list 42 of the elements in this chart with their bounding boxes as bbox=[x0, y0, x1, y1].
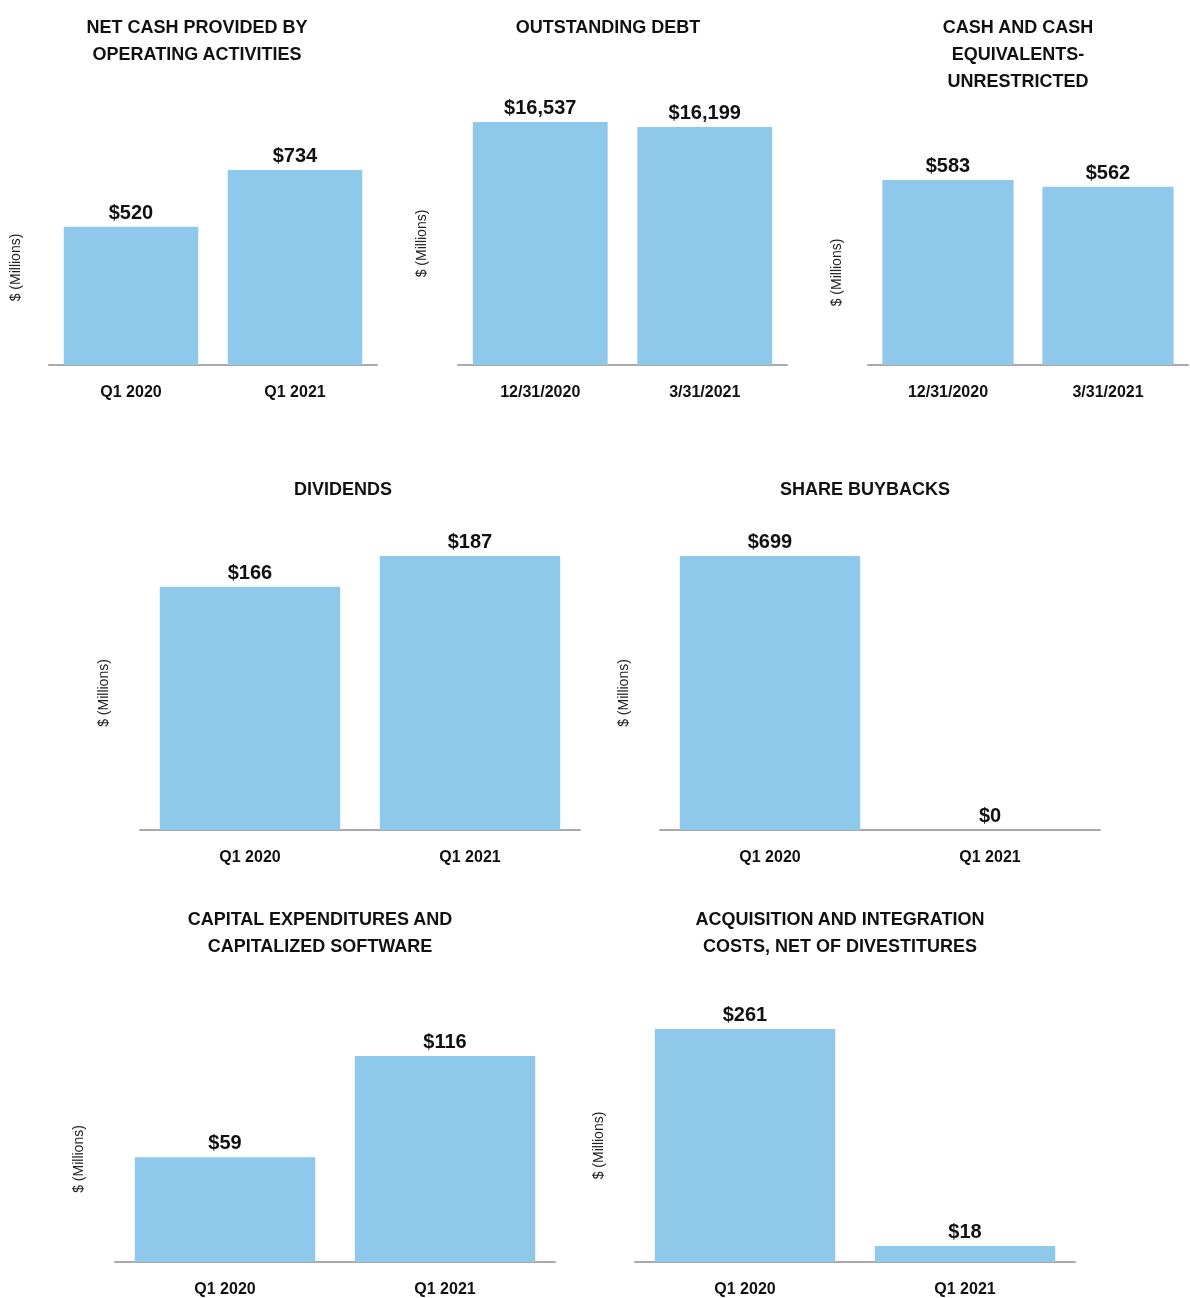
data-label: $16,537 bbox=[504, 96, 577, 118]
data-label: $562 bbox=[1085, 160, 1131, 183]
y-axis-title: $ (Millions) bbox=[95, 659, 111, 727]
chart-title: OUTSTANDING DEBT bbox=[515, 16, 701, 37]
data-label: $699 bbox=[747, 530, 793, 552]
y-axis-title: $ (Millions) bbox=[828, 238, 844, 307]
data-label: $18 bbox=[948, 1219, 982, 1242]
x-tick-label: Q1 2021 bbox=[934, 1279, 996, 1297]
data-label: $187 bbox=[447, 530, 493, 552]
data-label: $583 bbox=[925, 154, 971, 176]
y-axis-title: $ (Millions) bbox=[413, 209, 429, 278]
data-label: $16,199 bbox=[668, 100, 741, 123]
x-tick-label: Q1 2020 bbox=[219, 847, 281, 865]
data-label: $0 bbox=[978, 804, 1002, 826]
x-tick-label: Q1 2020 bbox=[714, 1279, 776, 1297]
y-axis-title: $ (Millions) bbox=[7, 233, 23, 302]
chart-title: SHARE BUYBACKS bbox=[779, 478, 951, 499]
x-tick-label: Q1 2021 bbox=[264, 382, 326, 400]
x-tick-label: Q1 2021 bbox=[439, 847, 501, 865]
chart-title: ACQUISITION AND INTEGRATION COSTS, NET OF DIVESTITURES bbox=[695, 908, 985, 956]
chart-title: CAPITAL EXPENDITURES AND CAPITALIZED SOFTWARE bbox=[187, 908, 453, 956]
x-tick-label: Q1 2020 bbox=[194, 1279, 256, 1297]
data-label: $734 bbox=[272, 144, 319, 166]
x-tick-label: 3/31/2021 bbox=[669, 382, 741, 400]
y-axis-title: $ (Millions) bbox=[590, 1111, 606, 1180]
x-tick-label: Q1 2020 bbox=[100, 382, 162, 400]
data-label: $520 bbox=[108, 200, 154, 223]
y-axis-title: $ (Millions) bbox=[70, 1125, 86, 1193]
data-label: $116 bbox=[423, 1030, 467, 1052]
x-tick-label: 12/31/2020 bbox=[500, 382, 581, 400]
chart-title: DIVIDENDS bbox=[293, 478, 393, 499]
x-tick-label: 3/31/2021 bbox=[1072, 382, 1144, 400]
x-tick-label: Q1 2021 bbox=[959, 847, 1021, 865]
data-label: $166 bbox=[227, 560, 273, 583]
x-tick-label: 12/31/2020 bbox=[907, 382, 989, 400]
chart-title: CASH AND CASH EQUIVALENTS- UNRESTRICTED bbox=[942, 16, 1094, 91]
y-axis-title: $ (Millions) bbox=[615, 659, 631, 727]
data-label: $261 bbox=[722, 1003, 768, 1025]
x-tick-label: Q1 2021 bbox=[414, 1279, 476, 1297]
data-label: $59 bbox=[208, 1131, 242, 1154]
x-tick-label: Q1 2020 bbox=[739, 847, 801, 865]
chart-title: NET CASH PROVIDED BY OPERATING ACTIVITIES bbox=[86, 16, 308, 64]
